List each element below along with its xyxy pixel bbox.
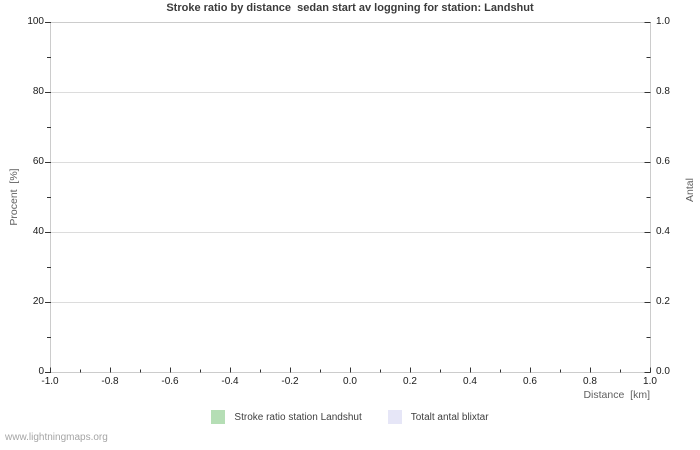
x-tick-label: 1.0 (643, 376, 657, 387)
x-tick-label: 0.2 (403, 376, 417, 387)
y-tick-label-left: 100 (27, 16, 44, 27)
legend-swatch-stroke-ratio (211, 410, 226, 424)
x-tick-label: 0.6 (523, 376, 537, 387)
legend: Stroke ratio station Landshut Totalt ant… (0, 409, 700, 425)
chart-title: Stroke ratio by distance sedan start av … (166, 2, 534, 14)
y-left-minor-ticks (47, 57, 51, 338)
x-tick-label: -0.4 (221, 376, 239, 387)
x-tick-label: -0.6 (161, 376, 179, 387)
x-axis-label: Distance [km] (583, 389, 650, 401)
x-tick-label: 0.8 (583, 376, 597, 387)
y-tick-label-right: 0.6 (656, 156, 670, 167)
legend-swatch-total (387, 410, 402, 424)
gridlines (50, 92, 651, 303)
x-minor-ticks (80, 369, 621, 373)
x-tick-label: -0.8 (101, 376, 119, 387)
y-tick-label-left: 80 (32, 86, 44, 97)
y-tick-label-left: 40 (32, 226, 44, 237)
legend-item: Totalt antal blixtar (387, 410, 489, 424)
y-tick-label-right: 0.2 (656, 296, 670, 307)
y-right-minor-ticks (646, 57, 651, 338)
legend-label: Stroke ratio station Landshut (234, 411, 362, 423)
y-tick-label-right: 1.0 (656, 16, 670, 27)
x-major-ticks (50, 367, 651, 373)
y-tick-label-left: 20 (32, 296, 44, 307)
y-tick-label-left: 0 (38, 366, 44, 377)
y-tick-label-right: 0.0 (656, 366, 670, 377)
x-tick-label: -1.0 (41, 376, 59, 387)
plot-frame (50, 22, 651, 373)
legend-item: Stroke ratio station Landshut (211, 410, 362, 424)
x-tick-label: 0.0 (343, 376, 357, 387)
y-tick-label-right: 0.8 (656, 86, 670, 97)
legend-label: Totalt antal blixtar (410, 411, 489, 423)
watermark: www.lightningmaps.org (5, 432, 108, 443)
x-tick-label: 0.4 (463, 376, 477, 387)
y-axis-right-label: Antal (684, 178, 696, 202)
y-left-major-ticks (45, 22, 51, 373)
y-tick-label-right: 0.4 (656, 226, 670, 237)
y-axis-left-label: Procent [%] (8, 168, 20, 226)
x-tick-label: -0.2 (281, 376, 299, 387)
y-right-major-ticks (644, 22, 651, 373)
y-tick-label-left: 60 (32, 156, 44, 167)
